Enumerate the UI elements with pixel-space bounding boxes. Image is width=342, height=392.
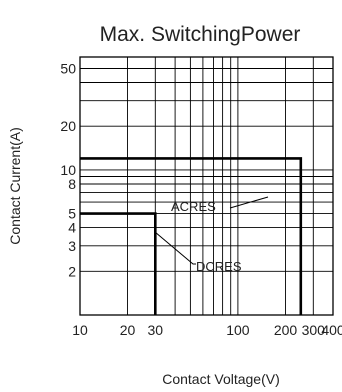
x-tick-label: 10 (72, 322, 88, 338)
annotation-acres: ACRES (171, 199, 216, 214)
series-line-dcres (80, 212, 157, 315)
y-tick-label: 2 (68, 263, 76, 279)
plot-frame (79, 56, 334, 316)
x-axis-label: Contact Voltage(V) (162, 371, 280, 387)
series-lines (80, 157, 303, 315)
grid-lines (79, 56, 334, 316)
y-tick-label: 50 (60, 61, 76, 77)
y-tick-label: 8 (68, 176, 76, 192)
y-tick-labels: 2 3 45 810 20 50 (60, 61, 76, 280)
chart-title: Max. SwitchingPower (100, 23, 301, 46)
annotation-acres-leader (229, 196, 269, 209)
x-tick-label: 200 (274, 322, 298, 338)
y-axis-label: Contact Current(A) (7, 127, 23, 244)
x-tick-label: 100 (226, 322, 250, 338)
y-tick-label: 4 (68, 220, 76, 236)
x-tick-label: 400 (321, 322, 342, 338)
annotation-dcres: DCRES (196, 259, 242, 274)
x-tick-label: 300 (302, 322, 326, 338)
annotation-dcres-leader (154, 231, 196, 265)
annotations: ACRES DCRES (154, 196, 269, 274)
x-tick-label: 20 (120, 322, 136, 338)
y-tick-label: 20 (60, 118, 76, 134)
x-tick-label: 30 (148, 322, 164, 338)
y-tick-label: 10 (60, 162, 76, 178)
series-line-acres (80, 157, 303, 315)
y-tick-label: 3 (68, 238, 76, 254)
y-tick-label: 5 (68, 206, 76, 222)
